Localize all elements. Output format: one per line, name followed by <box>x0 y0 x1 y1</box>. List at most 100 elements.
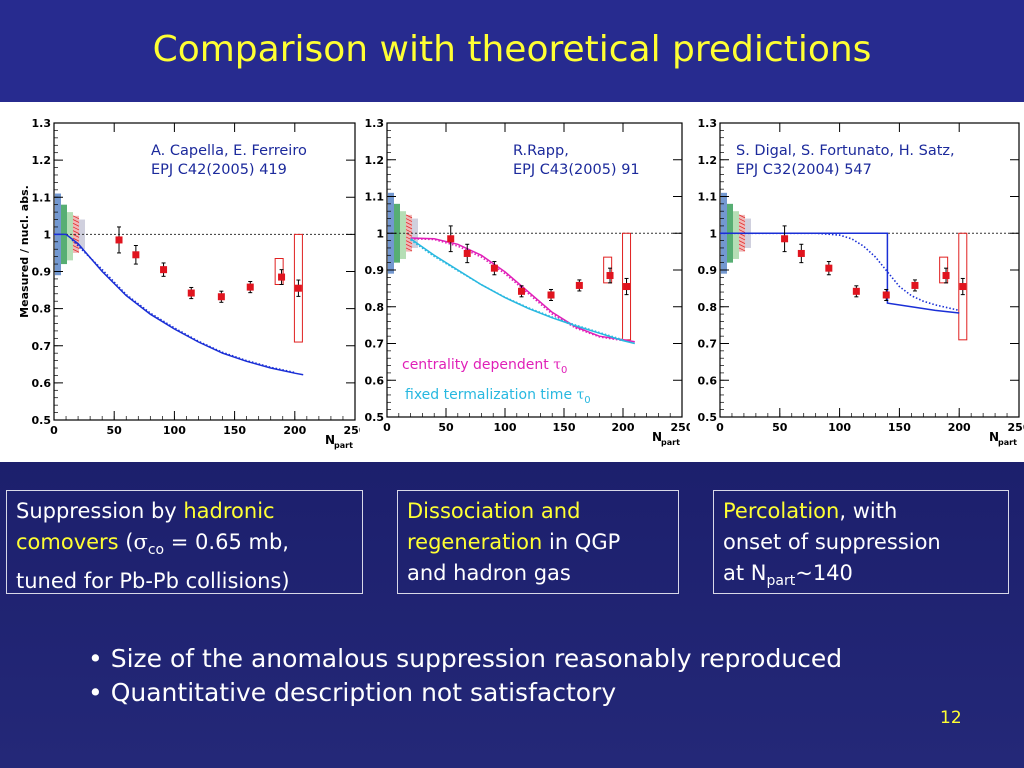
x-axis-label: N <box>652 430 662 444</box>
box-highlight: Percolation <box>723 499 840 523</box>
bullet-item: • Size of the anomalous suppression reas… <box>88 644 843 673</box>
box-line: and hadron gas <box>407 561 571 585</box>
model-curve-dotted <box>410 238 624 342</box>
data-point <box>882 291 890 299</box>
data-point <box>463 249 471 257</box>
citation-line-1: A. Capella, E. Ferreiro <box>151 143 307 159</box>
syst-band-hatch <box>72 248 80 253</box>
model-curve-dotted <box>71 239 295 374</box>
y-axis-label: Measured / nucl. abs. <box>18 185 31 318</box>
data-point <box>187 289 195 297</box>
title-bar <box>0 0 1024 102</box>
data-point <box>825 264 833 272</box>
y-tick-label: 0.5 <box>365 411 385 424</box>
syst-band-hatch <box>738 221 746 226</box>
bullet-list: • Size of the anomalous suppression reas… <box>88 642 842 710</box>
box-text: = 0.65 mb, <box>164 530 289 554</box>
syst-box <box>293 233 303 343</box>
syst-band-hatch <box>72 219 80 223</box>
citation-rapp: R.Rapp, EPJ C43(2005) 91 <box>513 142 640 180</box>
syst-box <box>274 258 284 285</box>
syst-band <box>400 211 406 259</box>
chart-rapp: 0.5 0.6 0.7 0.8 0.9 1 1.1 1.2 1.3 0 50 100 150 200 250… <box>365 117 691 447</box>
citation-line-1: S. Digal, S. Fortunato, H. Satz, <box>736 143 955 159</box>
syst-band-hatch <box>405 243 413 248</box>
model-curve <box>410 237 635 343</box>
box-highlight: regeneration <box>407 530 543 554</box>
box-line: regeneration in QGP <box>407 527 670 558</box>
y-tick-label: 0.5 <box>32 414 52 427</box>
x-tick-label: 150 <box>223 424 246 437</box>
syst-band-hatch <box>738 225 746 230</box>
syst-band-hatch <box>738 247 746 252</box>
x-axis-label: N <box>989 430 999 444</box>
chart-digal: 0.5 0.6 0.7 0.8 0.9 1 1.1 1.2 1.3 0 50 100 150 200 250… <box>698 117 1024 447</box>
data-point <box>781 235 789 243</box>
citation-capella: A. Capella, E. Ferreiro EPJ C42(2005) 41… <box>151 142 307 180</box>
data-point <box>911 281 919 289</box>
x-tick-label: 0 <box>50 424 58 437</box>
y-tick-label: 0.8 <box>698 301 718 314</box>
data-point <box>246 283 254 291</box>
y-tick-label: 1.1 <box>32 191 52 204</box>
x-tick-label: 0 <box>716 421 724 434</box>
dissociation-box: Dissociation and regeneration in QGP and… <box>397 490 679 594</box>
x-axis-label-sub: part <box>334 441 353 450</box>
curve-label: fixed termalization time τ0 <box>405 387 591 406</box>
x-tick-label: 50 <box>772 421 788 434</box>
npart-subscript: part <box>766 573 796 590</box>
y-tick-label: 1.1 <box>698 191 718 204</box>
citation-line-1: R.Rapp, <box>513 143 569 159</box>
syst-band-hatch <box>72 222 80 227</box>
y-tick-label: 1.2 <box>698 154 718 167</box>
sigma-symbol: σ <box>133 530 148 554</box>
y-tick-label: 0.9 <box>698 264 718 277</box>
x-tick-label: 250 <box>671 421 690 434</box>
slide-title: Comparison with theoretical predictions <box>152 29 872 70</box>
data-point <box>547 291 555 299</box>
chart-capella: 0.5 0.6 0.7 0.8 0.9 1 1.1 1.2 1.3 0 50 100 150 200 250… <box>18 117 360 450</box>
y-tick-label: 0.6 <box>365 374 385 387</box>
comovers-box: Suppression by hadronic comovers (σco = … <box>6 490 363 594</box>
syst-box <box>603 256 613 284</box>
citation-line-2: EPJ C32(2004) 547 <box>736 162 872 178</box>
citation-line-2: EPJ C43(2005) 91 <box>513 162 640 178</box>
syst-band-hatch <box>72 226 80 231</box>
syst-band-hatch <box>405 225 413 230</box>
x-tick-label: 100 <box>828 421 851 434</box>
x-tick-label: 150 <box>888 421 911 434</box>
page-number: 12 <box>940 708 962 728</box>
y-tick-label: 1.2 <box>365 154 385 167</box>
y-tick-label: 1.1 <box>365 191 385 204</box>
y-tick-label: 1 <box>376 227 384 240</box>
x-tick-label: 50 <box>438 421 454 434</box>
x-tick-label: 250 <box>1008 421 1024 434</box>
syst-band-hatch <box>738 236 746 241</box>
syst-band-hatch <box>738 229 746 233</box>
syst-band-hatch <box>738 240 746 244</box>
model-curve <box>720 232 960 314</box>
sigma-subscript: co <box>147 542 165 559</box>
x-tick-label: 200 <box>612 421 635 434</box>
box-line: Dissociation and <box>407 499 581 523</box>
x-axis-label-sub: part <box>998 438 1017 447</box>
data-point <box>575 281 583 289</box>
box-line: Suppression by hadronic <box>16 496 354 527</box>
y-tick-label: 0.7 <box>365 338 385 351</box>
box-text: in QGP <box>542 530 621 554</box>
y-tick-label: 0.9 <box>32 266 52 279</box>
data-point <box>217 293 225 301</box>
model-curve-dotted <box>410 239 624 341</box>
bullet-item: • Quantitative description not satisfact… <box>88 678 617 707</box>
data-point <box>115 236 123 244</box>
x-tick-label: 200 <box>948 421 971 434</box>
y-tick-label: 0.5 <box>698 411 718 424</box>
syst-band-hatch <box>405 218 413 222</box>
box-highlight: hadronic <box>183 499 275 523</box>
box-line: at Npart~140 <box>723 558 1000 597</box>
y-tick-label: 1.3 <box>32 117 52 130</box>
data-point <box>160 266 168 274</box>
box-highlight: comovers <box>16 530 119 554</box>
box-text: , with <box>839 499 898 523</box>
y-tick-label: 1 <box>709 227 717 240</box>
